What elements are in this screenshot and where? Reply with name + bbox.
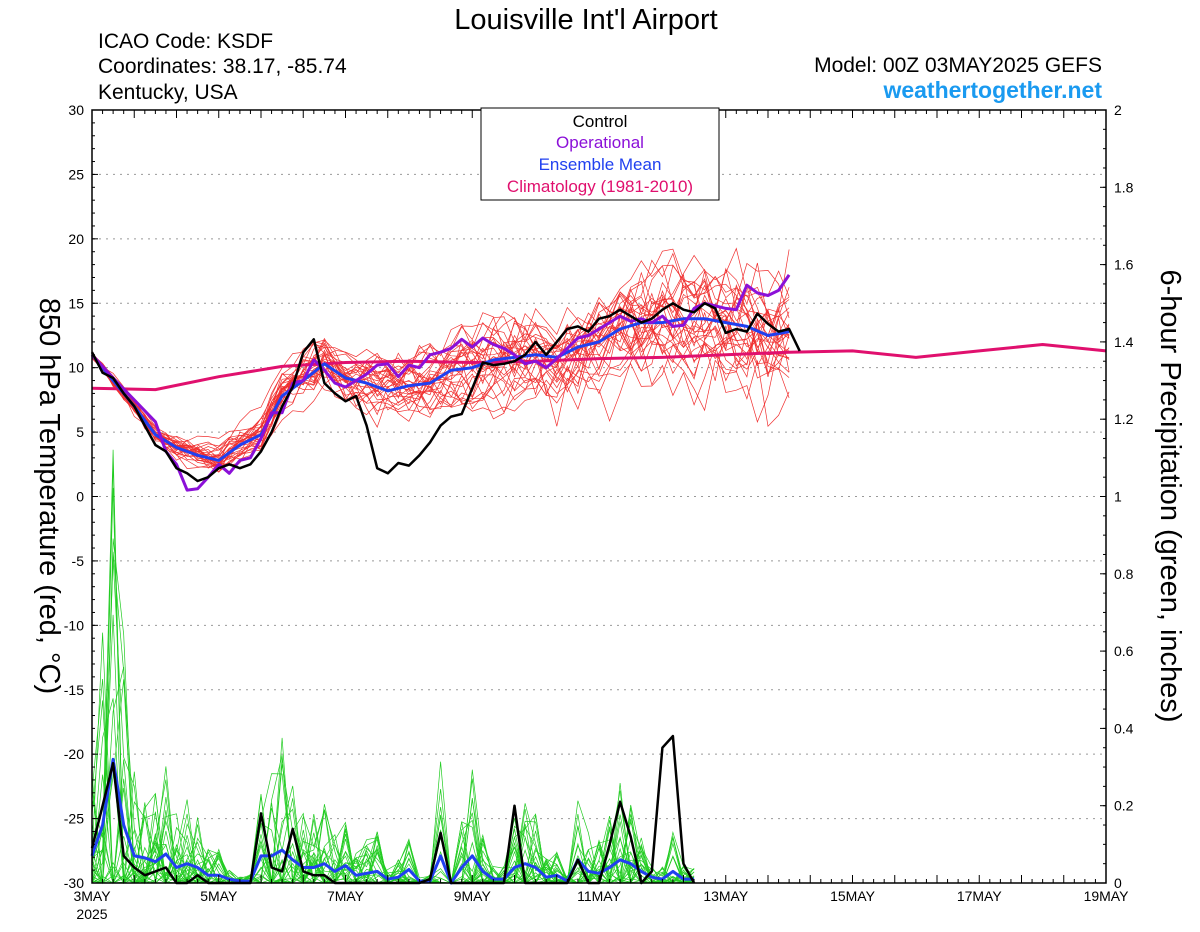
region: Kentucky, USA — [98, 81, 238, 104]
legend-operational: Operational — [556, 133, 644, 152]
y2-tick-label: 1.4 — [1114, 334, 1134, 350]
y-tick-label: -25 — [64, 811, 84, 827]
y2-tick-label: 0.8 — [1114, 566, 1134, 582]
temp-member-line — [91, 284, 790, 463]
x-tick-label: 15MAY — [830, 888, 876, 904]
legend-control: Control — [573, 112, 628, 131]
x-tick-label: 17MAY — [957, 888, 1003, 904]
x-tick-label: 13MAY — [703, 888, 749, 904]
precip-member-line — [91, 632, 695, 884]
y-tick-label: -30 — [64, 875, 84, 891]
y-tick-label: 5 — [76, 424, 84, 440]
temp-member-line — [91, 247, 790, 462]
y2-tick-label: 1.8 — [1114, 179, 1134, 195]
temp-member-line — [91, 267, 790, 473]
y-tick-label: 10 — [68, 360, 84, 376]
x-tick-label: 19MAY — [1084, 888, 1130, 904]
temp-member-line — [91, 264, 790, 458]
site-link[interactable]: weathertogether.net — [882, 77, 1102, 103]
x-tick-label: 3MAY — [73, 888, 111, 904]
y-tick-label: -10 — [64, 617, 84, 633]
temp-member-line — [91, 301, 790, 450]
temp-member-line — [91, 308, 790, 462]
y-tick-label: -15 — [64, 682, 84, 698]
x-tick-sublabel: 2025 — [76, 906, 107, 922]
y2-tick-label: 1.6 — [1114, 257, 1134, 273]
y-tick-label: 0 — [76, 489, 84, 505]
y2-axis-label: 6-hour Precipitation (green, inches) — [1154, 270, 1186, 723]
legend-box — [480, 107, 720, 201]
y-tick-label: 30 — [68, 102, 84, 118]
y-tick-label: 15 — [68, 295, 84, 311]
y-tick-label: -5 — [72, 553, 85, 569]
y2-tick-label: 0.6 — [1114, 643, 1134, 659]
y2-tick-label: 0.2 — [1114, 798, 1134, 814]
model-run: Model: 00Z 03MAY2025 GEFS — [814, 54, 1102, 77]
climatology-line — [91, 343, 1107, 392]
x-tick-label: 7MAY — [327, 888, 365, 904]
icao-code: ICAO Code: KSDF — [98, 30, 273, 53]
y-axis-label: 850 hPa Temperature (red, °C) — [33, 298, 65, 694]
legend-ensemble-mean: Ensemble Mean — [539, 155, 662, 174]
legend-climatology: Climatology (1981-2010) — [507, 177, 693, 196]
temp-member-line — [91, 325, 790, 473]
temp-ensemble-mean-line — [90, 317, 790, 462]
y2-tick-label: 1.2 — [1114, 411, 1134, 427]
coordinates: Coordinates: 38.17, -85.74 — [98, 55, 347, 78]
y2-tick-label: 2 — [1114, 102, 1122, 118]
y-tick-label: 20 — [68, 231, 84, 247]
y2-tick-label: 0.4 — [1114, 720, 1134, 736]
legend: Control Operational Ensemble Mean Climat… — [480, 107, 720, 201]
x-tick-label: 11MAY — [577, 888, 621, 904]
y-tick-label: 25 — [68, 166, 84, 182]
temp-control-line — [90, 302, 801, 483]
chart-title: Louisville Int'l Airport — [454, 4, 717, 36]
x-tick-label: 5MAY — [200, 888, 238, 904]
axes: 302520151050-5-10-15-20-25-3021.81.61.41… — [64, 102, 1134, 922]
x-tick-label: 9MAY — [454, 888, 492, 904]
y2-tick-label: 0 — [1114, 875, 1122, 891]
precip-member-line — [91, 790, 695, 885]
y-tick-label: -20 — [64, 746, 84, 762]
y2-tick-label: 1 — [1114, 489, 1122, 505]
precip-ensemble-mean-line — [90, 757, 695, 885]
precip-member-line — [91, 759, 695, 884]
